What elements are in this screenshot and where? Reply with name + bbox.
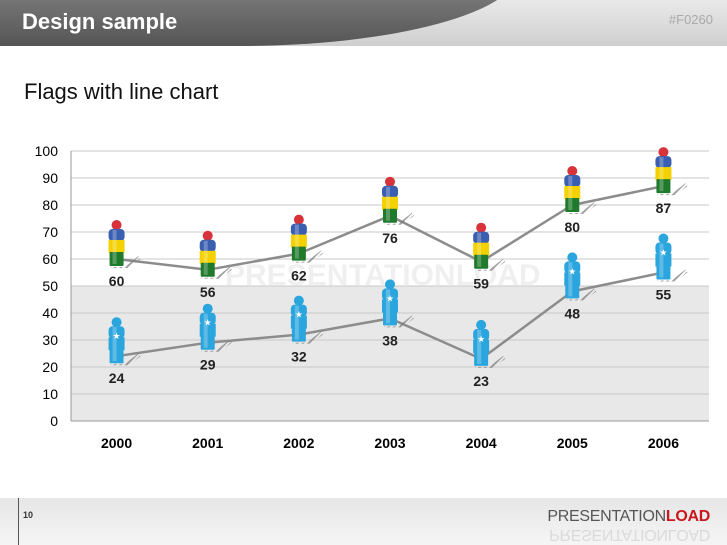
data-label: 76 — [382, 230, 398, 246]
data-label: 38 — [382, 332, 398, 348]
page-number: 10 — [23, 510, 34, 520]
y-tick-label: 0 — [50, 413, 58, 429]
slide-code: #F0260 — [668, 12, 713, 27]
slide-title: Design sample — [22, 9, 178, 34]
line-chart: PRESENTATIONLOAD 0 10 20 30 40 50 60 70 80 90 100 2… — [35, 143, 709, 451]
flag-figure-icon — [655, 147, 688, 196]
blue-figure-icon: ★ — [199, 303, 232, 352]
data-label: 60 — [109, 273, 125, 289]
watermark-text: PRESENTATIONLOAD — [225, 259, 541, 292]
svg-text:★: ★ — [659, 248, 667, 258]
y-tick-label: 40 — [42, 305, 58, 321]
data-label: 59 — [473, 276, 489, 292]
data-label: 87 — [656, 200, 672, 216]
brand-text-b: LOAD — [665, 508, 710, 525]
blue-figure-icon: ★ — [290, 295, 323, 344]
x-tick-label: 2003 — [374, 435, 405, 451]
svg-text:★: ★ — [204, 318, 212, 328]
svg-text:★: ★ — [386, 293, 394, 303]
svg-text:★: ★ — [295, 310, 303, 320]
data-label: 55 — [656, 287, 672, 303]
svg-text:★: ★ — [568, 266, 576, 276]
blue-figure-icon: ★ — [473, 319, 506, 368]
y-tick-label: 80 — [42, 197, 58, 213]
svg-text:★: ★ — [113, 331, 121, 341]
brand-text-a: PRESENTATION — [547, 508, 666, 525]
svg-text:★: ★ — [477, 334, 485, 344]
blue-figure-icon: ★ — [382, 279, 414, 328]
blue-figure-icon: ★ — [655, 233, 688, 282]
brand-logo-reflection: PRESENTATIONLOAD — [549, 526, 710, 543]
y-tick-label: 70 — [42, 224, 58, 240]
data-label: 56 — [200, 284, 216, 300]
flag-figure-icon — [382, 176, 414, 225]
brand-logo: PRESENTATIONLOAD — [547, 508, 710, 526]
data-label: 62 — [291, 268, 307, 284]
data-label: 80 — [564, 219, 580, 235]
footer-divider — [18, 498, 19, 545]
y-tick-label: 60 — [42, 251, 58, 267]
data-label: 48 — [564, 305, 580, 321]
x-tick-label: 2001 — [192, 435, 223, 451]
flag-figure-icon — [290, 214, 323, 263]
slide-footer: 10 PRESENTATIONLOAD PRESENTATIONLOAD — [0, 498, 727, 545]
blue-figure-icon: ★ — [564, 252, 597, 301]
chart-subtitle: Flags with line chart — [24, 79, 219, 104]
flag-figure-icon — [108, 220, 141, 268]
flag-figure-icon — [564, 166, 597, 214]
y-tick-label: 30 — [42, 332, 58, 348]
flag-figure-icon — [199, 230, 232, 279]
blue-figure-icon: ★ — [108, 317, 141, 366]
x-tick-label: 2006 — [648, 435, 679, 451]
x-tick-label: 2000 — [101, 435, 132, 451]
y-tick-label: 90 — [42, 170, 58, 186]
flag-figure-icon — [473, 222, 506, 271]
data-label: 24 — [109, 370, 125, 386]
x-tick-label: 2002 — [283, 435, 314, 451]
x-tick-label: 2004 — [466, 435, 497, 451]
y-tick-label: 10 — [42, 386, 58, 402]
y-tick-label: 50 — [42, 278, 58, 294]
data-label: 23 — [473, 373, 489, 389]
x-tick-label: 2005 — [557, 435, 588, 451]
data-label: 32 — [291, 349, 307, 365]
y-tick-label: 20 — [42, 359, 58, 375]
data-label: 29 — [200, 357, 216, 373]
y-tick-label: 100 — [35, 143, 59, 159]
slide-header: Design sample #F0260 — [0, 0, 727, 46]
